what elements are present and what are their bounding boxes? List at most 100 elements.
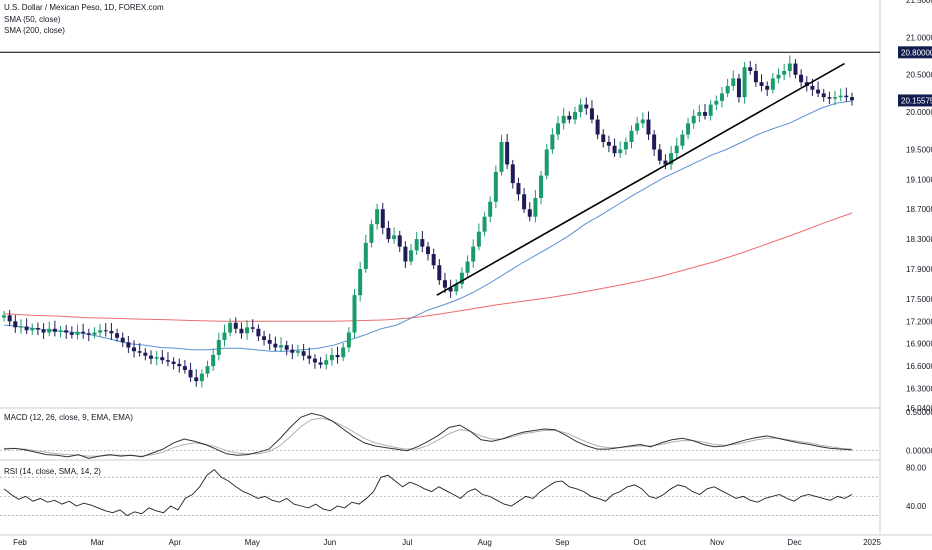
sma50-line	[3, 100, 853, 352]
price-tick-label: 16.90000	[906, 340, 932, 349]
candle-body	[115, 333, 120, 338]
grid-layer	[0, 0, 932, 536]
candle-body	[375, 209, 380, 225]
candle-body	[827, 97, 832, 99]
candle-body	[759, 82, 764, 86]
candle-body	[561, 115, 566, 124]
candle-body	[177, 363, 182, 367]
rsi-tick-label: 80.00	[906, 464, 927, 473]
candle-body	[618, 149, 623, 154]
candle-body	[640, 119, 645, 124]
candle-body	[245, 327, 250, 334]
candle-body	[629, 130, 634, 142]
candle-body	[442, 280, 447, 288]
candle-body	[307, 355, 312, 359]
macd-tick-label: 0.00000	[906, 447, 932, 456]
price-tick-label: 18.70000	[906, 205, 932, 214]
time-tick-label: Sep	[555, 538, 570, 547]
price-tick-label: 21.00000	[906, 33, 932, 42]
candle-body	[228, 322, 233, 333]
candle-body	[109, 331, 114, 334]
candle-body	[216, 340, 221, 355]
candle-body	[499, 141, 504, 172]
legend-sma50: SMA (50, close)	[4, 15, 61, 24]
rsi-tick-label: 40.00	[906, 502, 927, 511]
candle-body	[635, 123, 640, 131]
candle-body	[821, 93, 826, 98]
candle-body	[488, 201, 493, 217]
candle-body	[64, 330, 69, 333]
candle-body	[335, 354, 340, 358]
candle-body	[454, 283, 459, 292]
candle-body	[850, 97, 854, 101]
price-tick-label: 16.04000	[906, 404, 932, 413]
candle-body	[24, 326, 29, 331]
candle-body	[612, 145, 617, 154]
candle-body	[584, 104, 589, 109]
candle-body	[669, 153, 674, 165]
candle-body	[697, 112, 702, 116]
time-tick-label: Mar	[91, 538, 105, 547]
candle-body	[731, 78, 736, 86]
candle-body	[465, 261, 470, 273]
candle-body	[392, 235, 397, 240]
candle-body	[482, 216, 487, 232]
candle-body	[595, 119, 600, 135]
candle-body	[414, 239, 419, 251]
candle-body	[838, 95, 843, 98]
candle-body	[324, 360, 329, 365]
candle-body	[132, 347, 137, 352]
candle-body	[493, 171, 498, 202]
rsi-line	[3, 468, 853, 517]
candle-body	[58, 330, 63, 332]
candle-body	[120, 337, 125, 343]
candle-body	[691, 115, 696, 124]
candle-body	[358, 269, 363, 296]
candle-body	[182, 366, 187, 370]
candle-body	[386, 227, 391, 240]
chart-title: U.S. Dollar / Mexican Peso, 1D, FOREX.co…	[4, 3, 164, 12]
time-tick-label: Jul	[402, 538, 412, 547]
sma200-layer	[3, 212, 853, 322]
candle-body	[787, 63, 792, 71]
candle-body	[18, 326, 23, 328]
candle-body	[736, 78, 741, 98]
candle-body	[188, 369, 193, 378]
candle-body	[318, 362, 323, 365]
candle-body	[719, 93, 724, 101]
candle-body	[369, 224, 374, 243]
legend-sma200: SMA (200, close)	[4, 26, 65, 35]
candle-body	[770, 78, 775, 90]
candle-body	[646, 119, 651, 135]
candle-body	[312, 358, 317, 363]
candle-body	[810, 85, 815, 90]
candle-body	[363, 242, 368, 270]
candle-body	[295, 351, 300, 353]
candle-body	[137, 351, 142, 353]
candle-body	[431, 254, 436, 266]
price-tick-label: 18.30000	[906, 235, 932, 244]
candle-body	[567, 115, 572, 120]
candle-body	[301, 351, 306, 356]
candle-body	[341, 347, 346, 358]
overlay-layer: 20.80000 20.15575	[0, 46, 932, 296]
candle-body	[844, 95, 849, 98]
candle-body	[75, 331, 80, 335]
candle-body	[510, 164, 515, 184]
candle-body	[816, 89, 821, 94]
candle-body	[284, 345, 289, 350]
candle-body	[476, 231, 481, 247]
candle-body	[290, 349, 295, 353]
candle-body	[539, 175, 544, 199]
candle-body	[674, 145, 679, 154]
candle-body	[420, 239, 425, 247]
sma200-line	[3, 212, 853, 322]
time-tick-label: Jun	[323, 538, 336, 547]
candle-body	[346, 332, 351, 348]
candle-body	[471, 246, 476, 262]
last-price-label: 20.15575	[901, 96, 932, 105]
time-tick-label: Nov	[710, 538, 724, 547]
